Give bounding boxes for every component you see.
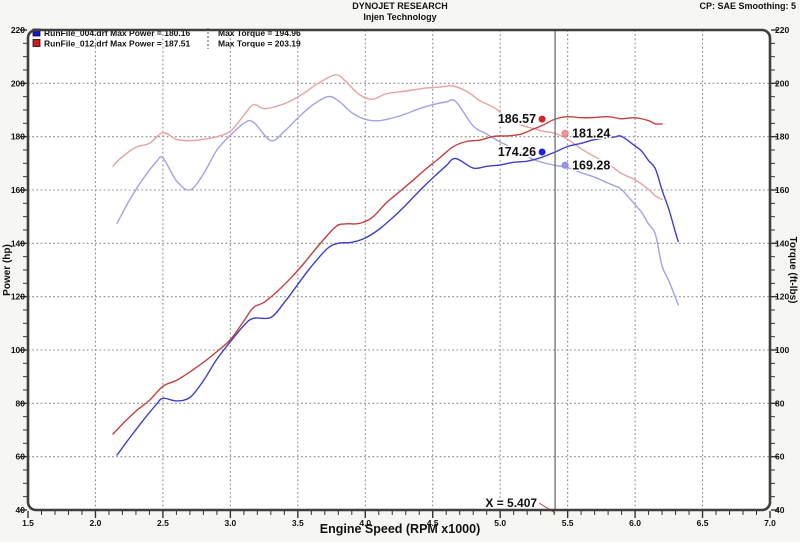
cursor-x-label: X = 5.407 (485, 496, 537, 510)
y-tick-label-right: 220 (775, 25, 789, 35)
plot-area[interactable] (28, 30, 770, 510)
x-tick-label: 6.5 (697, 518, 709, 528)
y-tick-label-left: 140 (11, 238, 25, 248)
gridlines (28, 30, 770, 510)
legend-run-label: RunFile_004.drf Max Power = 180.16 (44, 28, 190, 38)
cursor-readout-torque-blue: 169.28 (572, 158, 610, 172)
axis-tick-labels: 40 40 60 60 80 80 100 100 120 120 140 140 160 160 180 1… (11, 25, 790, 528)
x-tick-label: 5.0 (494, 518, 506, 528)
y-tick-label-right: 140 (775, 238, 789, 248)
y-tick-label-left: 60 (16, 452, 26, 462)
y-axis-left-title: Power (hp) (2, 244, 13, 296)
y-tick-label-left: 220 (11, 25, 25, 35)
cursor-pointer-line (538, 502, 556, 514)
x-tick-label: 2.0 (90, 518, 102, 528)
cursor-readout-power-blue: 174.26 (498, 145, 536, 159)
y-tick-label-right: 80 (775, 398, 785, 408)
x-tick-label: 1.5 (22, 518, 34, 528)
y-tick-label-left: 120 (11, 292, 25, 302)
plot-frame (26, 28, 772, 512)
legend-run-label: RunFile_012.drf Max Power = 187.51 (44, 39, 190, 49)
cursor-marker-torque-blue (561, 161, 569, 170)
legend-swatch (32, 39, 41, 47)
y-tick-label-right: 160 (775, 185, 789, 195)
y-tick-label-right: 120 (775, 292, 789, 302)
chart-title: DYNOJET RESEARCH (352, 1, 448, 11)
legend-torque-label: Max Torque = 203.19 (218, 39, 301, 49)
curves (112, 74, 679, 456)
cursor-marker-power-red (538, 115, 546, 124)
curve-torque-red (112, 74, 663, 200)
axis-ticks (20, 29, 778, 518)
y-tick-label-right: 60 (775, 452, 785, 462)
legend-torque-label: Max Torque = 194.96 (218, 28, 301, 38)
chart-subtitle: Injen Technology (363, 12, 436, 22)
y-tick-label-right: 40 (775, 505, 785, 515)
y-tick-label-left: 40 (16, 505, 26, 515)
correction-smoothing-label: CP: SAE Smoothing: 5 (700, 1, 797, 11)
x-tick-label: 4.5 (427, 518, 439, 528)
cursor-marker-power-blue (538, 148, 546, 156)
x-tick-label: 3.5 (292, 518, 304, 528)
y-tick-label-left: 80 (16, 398, 26, 408)
y-axis-right-title: Torque (ft-lbs) (787, 236, 798, 303)
y-tick-label-left: 180 (11, 132, 25, 142)
curve-power-blue (116, 135, 679, 456)
x-axis-title: Engine Speed (RPM x1000) (320, 522, 480, 536)
y-tick-label-right: 100 (775, 345, 789, 355)
x-tick-label: 5.5 (562, 518, 574, 528)
curve-torque-blue (116, 95, 679, 306)
y-tick-label-right: 180 (775, 132, 789, 142)
y-tick-label-left: 100 (11, 345, 25, 355)
x-tick-label: 4.0 (359, 518, 371, 528)
x-tick-label: 2.5 (157, 518, 169, 528)
y-tick-label-left: 160 (11, 185, 25, 195)
x-tick-label: 6.0 (629, 518, 641, 528)
cursor-readout-torque-red: 181.24 (572, 126, 610, 140)
cursor-marker-torque-red (561, 129, 569, 138)
y-tick-label-left: 200 (11, 78, 25, 88)
x-tick-label: 3.0 (224, 518, 236, 528)
y-tick-label-right: 200 (775, 78, 789, 88)
cursor-group: 186.57 181.24 174.26 169.28 X = 5.407 (484, 30, 612, 514)
curve-power-red (112, 115, 663, 435)
x-tick-label: 7.0 (764, 518, 776, 528)
cursor-readout-power-red: 186.57 (498, 112, 536, 126)
